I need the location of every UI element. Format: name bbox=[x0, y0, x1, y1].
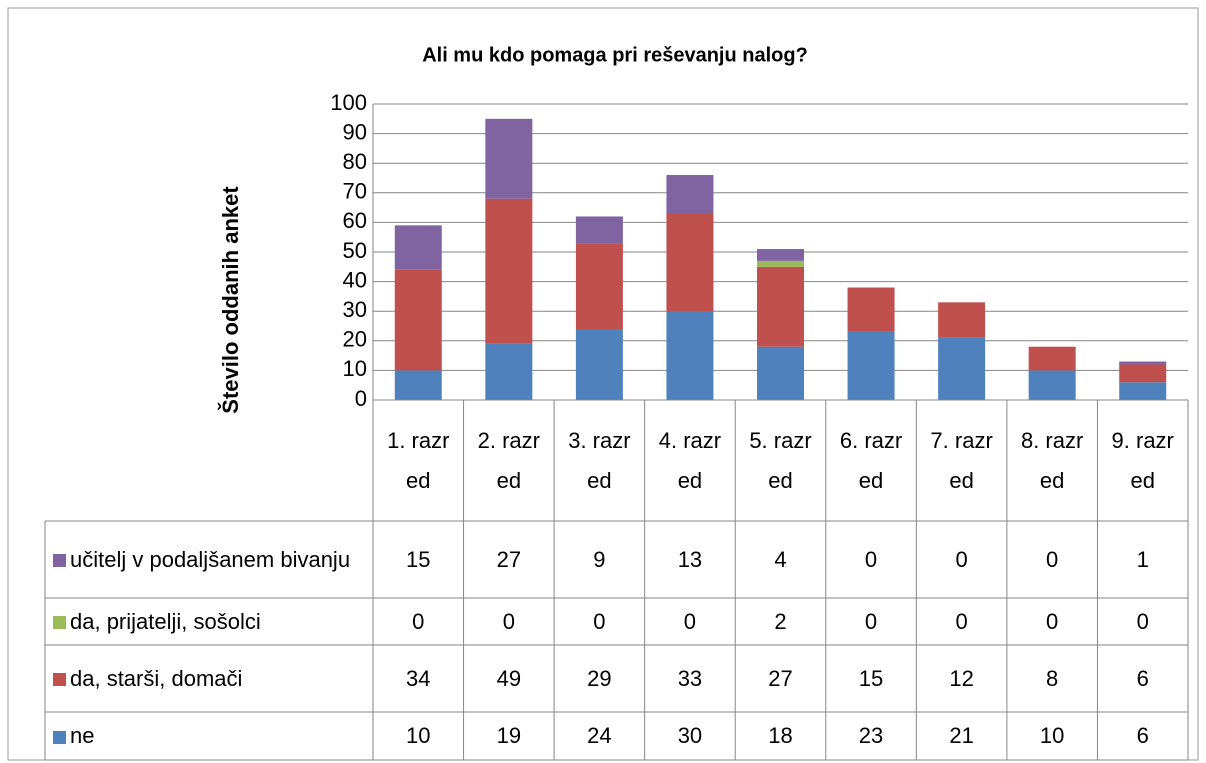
category-label: 2. razred bbox=[477, 427, 540, 493]
y-tick-label: 40 bbox=[343, 267, 367, 292]
table-value: 10 bbox=[1039, 723, 1065, 748]
table-value: 27 bbox=[496, 546, 522, 572]
y-tick-label: 90 bbox=[343, 119, 367, 144]
bar-segment bbox=[666, 175, 714, 214]
y-tick-label: 50 bbox=[343, 238, 367, 263]
table-value: 1 bbox=[1136, 546, 1149, 572]
y-tick-label: 70 bbox=[343, 179, 367, 204]
bar-segment bbox=[485, 198, 533, 344]
bar-segment bbox=[1119, 382, 1167, 400]
table-value: 15 bbox=[406, 546, 431, 572]
bar-segment bbox=[757, 260, 804, 267]
table-value: 24 bbox=[587, 723, 612, 748]
bar-segment bbox=[1028, 346, 1076, 371]
table-value: 49 bbox=[496, 665, 522, 691]
legend-label: učitelj v podaljšanem bivanju bbox=[70, 546, 351, 572]
legend-entry: da, prijatelji, sošolci bbox=[45, 598, 373, 645]
table-value: 0 bbox=[864, 608, 878, 634]
legend-label: ne bbox=[70, 723, 95, 748]
bar-segment bbox=[938, 337, 986, 400]
table-value: 30 bbox=[677, 723, 703, 748]
bar-segment bbox=[666, 311, 714, 400]
legend-entry: da, starši, domači bbox=[45, 645, 373, 712]
legend-entry: ne bbox=[45, 712, 373, 760]
table-value: 15 bbox=[858, 665, 884, 691]
category-label: 3. razred bbox=[568, 427, 631, 493]
y-axis-label: Število oddanih anket bbox=[218, 186, 243, 414]
table-value: 0 bbox=[593, 608, 606, 634]
bar-segment bbox=[394, 370, 442, 400]
table-value: 0 bbox=[502, 608, 515, 634]
legend-swatch bbox=[53, 730, 66, 744]
legend-swatch bbox=[53, 616, 66, 630]
table-value: 0 bbox=[1046, 546, 1059, 572]
bar-segment bbox=[847, 287, 895, 332]
category-label: 7. razred bbox=[930, 427, 993, 493]
bar-segment bbox=[666, 213, 714, 312]
table-value: 8 bbox=[1046, 665, 1059, 691]
table-value: 9 bbox=[593, 546, 606, 572]
bar-segment bbox=[394, 225, 442, 270]
bar-segment bbox=[757, 266, 804, 347]
table-value: 13 bbox=[677, 546, 703, 572]
legend-label: da, starši, domači bbox=[70, 665, 243, 691]
y-tick-label: 30 bbox=[343, 297, 367, 322]
bar-segment bbox=[1119, 361, 1167, 365]
table-value: 33 bbox=[677, 665, 703, 691]
category-label: 1. razred bbox=[387, 427, 450, 493]
table-value: 0 bbox=[683, 608, 697, 634]
table-value: 10 bbox=[406, 723, 431, 748]
table-value: 6 bbox=[1136, 665, 1149, 691]
table-value: 0 bbox=[864, 546, 878, 572]
bar-segment bbox=[575, 328, 623, 400]
legend-swatch bbox=[53, 673, 66, 687]
table-value: 27 bbox=[768, 665, 793, 691]
bar-segment bbox=[485, 343, 533, 400]
bar-segment bbox=[847, 331, 895, 400]
category-label: 9. razred bbox=[1111, 427, 1174, 493]
table-value: 0 bbox=[1046, 608, 1059, 634]
bar-segment bbox=[757, 249, 804, 261]
bar-segment bbox=[575, 243, 623, 329]
table-value: 2 bbox=[774, 608, 787, 634]
table-value: 6 bbox=[1136, 723, 1149, 748]
legend-label: da, prijatelji, sošolci bbox=[70, 608, 261, 634]
table-value: 0 bbox=[955, 546, 968, 572]
bar-segment bbox=[757, 346, 804, 400]
category-label: 4. razred bbox=[658, 427, 722, 493]
table-value: 12 bbox=[949, 665, 974, 691]
y-tick-label: 80 bbox=[343, 149, 367, 174]
bar-segment bbox=[1119, 364, 1167, 383]
table-value: 19 bbox=[496, 723, 522, 748]
y-tick-label: 0 bbox=[355, 386, 367, 411]
category-label: 6. razred bbox=[839, 427, 903, 493]
table-value: 0 bbox=[412, 608, 425, 634]
table-value: 18 bbox=[768, 723, 793, 748]
chart-title: Ali mu kdo pomaga pri reševanju nalog? bbox=[422, 44, 808, 66]
table-value: 0 bbox=[955, 608, 968, 634]
category-label: 8. razred bbox=[1020, 427, 1084, 493]
table-value: 23 bbox=[858, 723, 884, 748]
table-value: 21 bbox=[949, 723, 974, 748]
bar-segment bbox=[1028, 370, 1076, 400]
bar-segment bbox=[938, 302, 986, 338]
category-label: 5. razred bbox=[749, 427, 812, 493]
table-value: 29 bbox=[587, 665, 612, 691]
y-tick-label: 100 bbox=[330, 90, 367, 115]
y-tick-label: 60 bbox=[343, 208, 367, 233]
table-value: 0 bbox=[1136, 608, 1149, 634]
bar-segment bbox=[575, 216, 623, 244]
y-tick-label: 10 bbox=[343, 356, 367, 381]
table-value: 4 bbox=[774, 546, 787, 572]
y-tick-label: 20 bbox=[343, 327, 367, 352]
table-value: 34 bbox=[406, 665, 431, 691]
legend-swatch bbox=[53, 554, 66, 568]
bar-segment bbox=[394, 269, 442, 371]
bar-segment bbox=[485, 118, 533, 199]
legend-entry: učitelj v podaljšanem bivanju bbox=[45, 521, 373, 598]
